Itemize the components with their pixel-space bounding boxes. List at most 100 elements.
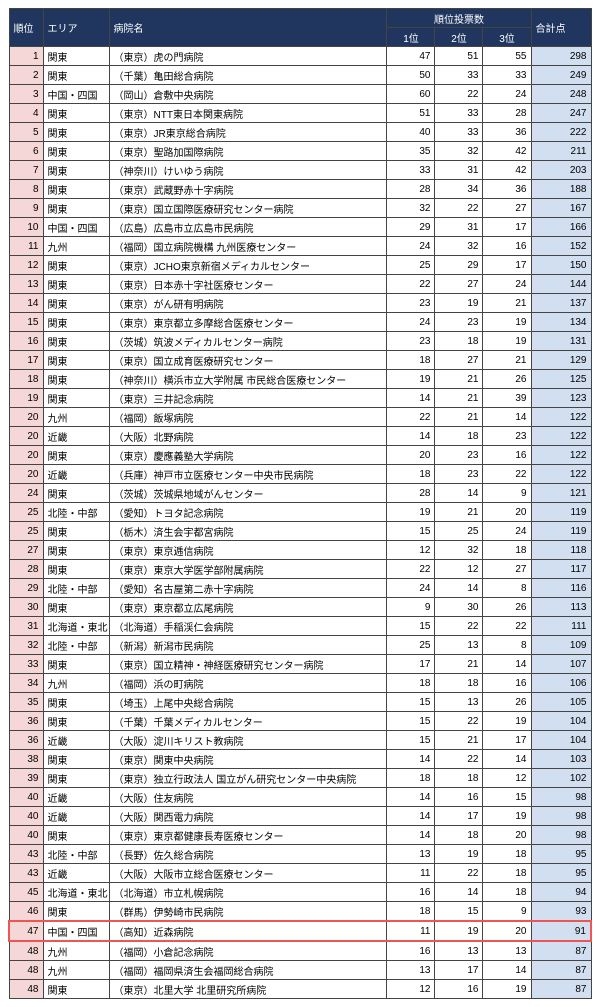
cell-rank: 30: [9, 598, 43, 617]
cell-v2: 19: [435, 294, 483, 313]
cell-v3: 22: [483, 465, 531, 484]
cell-area: 九州: [43, 674, 109, 693]
cell-area: 関東: [43, 161, 109, 180]
cell-name: （北海道）手稲渓仁会病院: [109, 617, 387, 636]
cell-v1: 28: [387, 484, 435, 503]
cell-rank: 34: [9, 674, 43, 693]
table-row: 38関東（東京）関東中央病院142214103: [9, 750, 591, 769]
cell-rank: 31: [9, 617, 43, 636]
cell-area: 関東: [43, 142, 109, 161]
cell-v3: 18: [483, 864, 531, 883]
cell-v1: 60: [387, 85, 435, 104]
cell-v1: 19: [387, 370, 435, 389]
cell-v1: 47: [387, 47, 435, 66]
cell-name: （福岡）福岡県済生会福岡総合病院: [109, 961, 387, 980]
cell-name: （栃木）済生会宇都宮病院: [109, 522, 387, 541]
cell-area: 近畿: [43, 427, 109, 446]
table-row: 28関東（東京）東京大学医学部附属病院221227117: [9, 560, 591, 579]
table-row: 8関東（東京）武蔵野赤十字病院283436188: [9, 180, 591, 199]
table-row: 14関東（東京）がん研有明病院231921137: [9, 294, 591, 313]
cell-total: 144: [531, 275, 591, 294]
cell-v2: 14: [435, 883, 483, 902]
cell-v3: 26: [483, 598, 531, 617]
cell-area: 近畿: [43, 864, 109, 883]
table-row: 16関東（茨城）筑波メディカルセンター病院231819131: [9, 332, 591, 351]
cell-rank: 8: [9, 180, 43, 199]
header-rank: 順位: [9, 9, 43, 47]
cell-rank: 20: [9, 446, 43, 465]
cell-name: （大阪）北野病院: [109, 427, 387, 446]
cell-v1: 22: [387, 408, 435, 427]
cell-area: 北陸・中部: [43, 845, 109, 864]
cell-area: 関東: [43, 123, 109, 142]
cell-total: 122: [531, 446, 591, 465]
cell-rank: 20: [9, 427, 43, 446]
cell-v2: 21: [435, 731, 483, 750]
table-row: 4関東（東京）NTT東日本関東病院513328247: [9, 104, 591, 123]
header-name: 病院名: [109, 9, 387, 47]
cell-v1: 14: [387, 750, 435, 769]
cell-name: （東京）関東中央病院: [109, 750, 387, 769]
cell-v2: 22: [435, 199, 483, 218]
cell-name: （東京）国立精神・神経医療研究センター病院: [109, 655, 387, 674]
cell-v3: 20: [483, 826, 531, 845]
cell-rank: 35: [9, 693, 43, 712]
cell-v3: 13: [483, 941, 531, 961]
cell-name: （東京）日本赤十字社医療センター: [109, 275, 387, 294]
cell-name: （大阪）大阪市立総合医療センター: [109, 864, 387, 883]
cell-area: 関東: [43, 522, 109, 541]
cell-total: 87: [531, 980, 591, 999]
cell-rank: 17: [9, 351, 43, 370]
cell-name: （群馬）伊勢崎市民病院: [109, 902, 387, 922]
cell-v2: 33: [435, 104, 483, 123]
cell-total: 248: [531, 85, 591, 104]
cell-area: 北陸・中部: [43, 503, 109, 522]
cell-area: 関東: [43, 712, 109, 731]
cell-v1: 14: [387, 807, 435, 826]
cell-rank: 6: [9, 142, 43, 161]
cell-v2: 27: [435, 275, 483, 294]
table-row: 20九州（福岡）飯塚病院222114122: [9, 408, 591, 427]
cell-v1: 25: [387, 636, 435, 655]
cell-v3: 55: [483, 47, 531, 66]
header-v3: 3位: [483, 28, 531, 47]
cell-v1: 9: [387, 598, 435, 617]
cell-v1: 15: [387, 731, 435, 750]
cell-v1: 25: [387, 256, 435, 275]
cell-area: 関東: [43, 256, 109, 275]
cell-name: （東京）独立行政法人 国立がん研究センター中央病院: [109, 769, 387, 788]
cell-v3: 14: [483, 961, 531, 980]
table-row: 31北海道・東北（北海道）手稲渓仁会病院152222111: [9, 617, 591, 636]
hospital-ranking-table: 順位 エリア 病院名 順位投票数 合計点 1位 2位 3位 1関東（東京）虎の門…: [8, 8, 592, 999]
cell-v3: 17: [483, 256, 531, 275]
cell-v3: 8: [483, 579, 531, 598]
cell-v1: 18: [387, 465, 435, 484]
cell-name: （東京）三井記念病院: [109, 389, 387, 408]
cell-v3: 24: [483, 85, 531, 104]
cell-v2: 31: [435, 218, 483, 237]
cell-v1: 23: [387, 332, 435, 351]
table-row: 32北陸・中部（新潟）新潟市民病院25138109: [9, 636, 591, 655]
cell-rank: 9: [9, 199, 43, 218]
cell-total: 111: [531, 617, 591, 636]
cell-name: （茨城）茨城県地域がんセンター: [109, 484, 387, 503]
cell-name: （東京）がん研有明病院: [109, 294, 387, 313]
cell-name: （福岡）小倉記念病院: [109, 941, 387, 961]
cell-v3: 19: [483, 712, 531, 731]
cell-v1: 32: [387, 199, 435, 218]
cell-v2: 31: [435, 161, 483, 180]
cell-area: 北陸・中部: [43, 579, 109, 598]
cell-rank: 40: [9, 826, 43, 845]
cell-total: 249: [531, 66, 591, 85]
cell-name: （東京）東京逓信病院: [109, 541, 387, 560]
cell-total: 122: [531, 427, 591, 446]
cell-v1: 18: [387, 769, 435, 788]
table-row: 40近畿（大阪）関西電力病院14171998: [9, 807, 591, 826]
table-row: 6関東（東京）聖路加国際病院353242211: [9, 142, 591, 161]
cell-v1: 19: [387, 503, 435, 522]
table-row: 25関東（栃木）済生会宇都宮病院152524119: [9, 522, 591, 541]
cell-v2: 19: [435, 845, 483, 864]
cell-rank: 10: [9, 218, 43, 237]
cell-v3: 18: [483, 883, 531, 902]
cell-v1: 50: [387, 66, 435, 85]
